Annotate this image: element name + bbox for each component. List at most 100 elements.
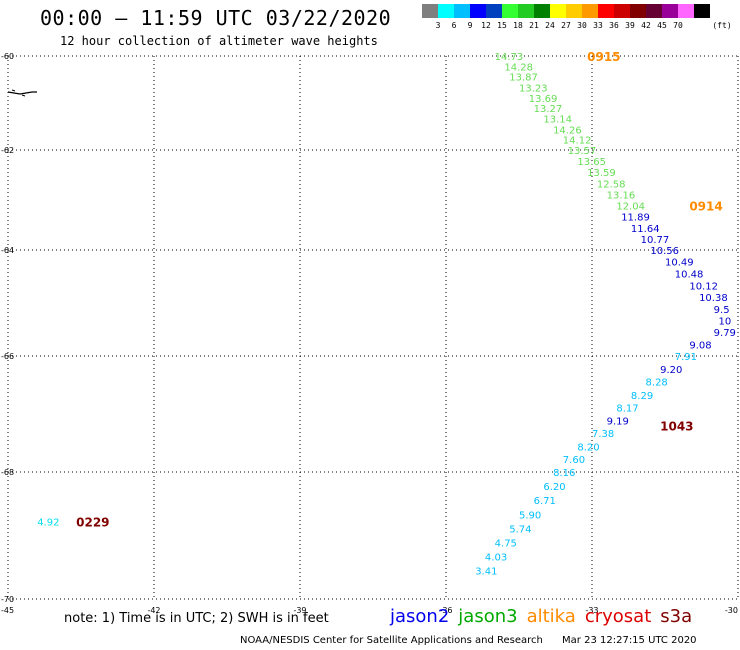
lat-tick-label: -66 [1, 352, 14, 361]
pass-time-label: 1043 [660, 420, 693, 434]
legend-swatch [598, 4, 614, 18]
wave-height-label: 8.16 [553, 468, 575, 479]
wave-height-label: 13.57 [568, 146, 597, 157]
wave-height-label: 11.64 [631, 224, 660, 235]
legend-label: 6 [451, 21, 457, 30]
legend-swatch [470, 4, 486, 18]
page-title: 00:00 – 11:59 UTC 03/22/2020 [40, 6, 392, 30]
lat-tick-label: -60 [1, 52, 14, 61]
legend-label: 27 [561, 21, 571, 30]
wave-height-label: 10 [719, 316, 732, 327]
wave-height-label: 9.19 [607, 416, 629, 427]
satellite-cryosat: cryosat [584, 606, 652, 627]
wave-height-label: 9.20 [660, 365, 682, 376]
wave-height-label: 14.73 [495, 52, 524, 63]
legend-label: 39 [625, 21, 635, 30]
footer-credit: NOAA/NESDIS Center for Satellite Applica… [240, 635, 697, 646]
wave-height-label: 7.91 [675, 352, 697, 363]
legend-swatch [566, 4, 582, 18]
lon-tick-label: -42 [147, 606, 160, 615]
legend-label: 30 [577, 21, 587, 30]
satellite-s3a: s3a [660, 606, 693, 627]
track-jason3-0915: 14.7314.2813.8713.2313.6913.2713.1414.26… [495, 50, 645, 213]
track-cryosat-1043: 9.087.91 9.20 8.28 8.29 8.179.19 7.38 8.20 7.60… [475, 340, 711, 577]
satellite-jason3: jason3 [458, 606, 518, 627]
wave-height-label: 10.38 [699, 293, 728, 304]
pass-time-label: 0914 [689, 200, 722, 214]
axis-tick-labels: -60 -62 -64 -66 -68 -70 -45 -42 -39 -36 -33 -30 [1, 52, 738, 615]
wave-height-label: 13.27 [534, 104, 563, 115]
legend-label: 42 [641, 21, 651, 30]
legend-swatch [614, 4, 630, 18]
legend-swatch [646, 4, 662, 18]
legend-swatch [486, 4, 502, 18]
wave-height-label: 12.04 [616, 202, 645, 213]
legend-label: 33 [593, 21, 603, 30]
wave-height-label: 13.59 [587, 168, 616, 179]
wave-height-label: 8.17 [616, 404, 638, 415]
legend-swatch [694, 4, 710, 18]
wave-height-label: 13.69 [529, 94, 558, 105]
lon-tick-label: -36 [439, 606, 452, 615]
wave-height-label: 9.5 [714, 305, 730, 316]
wave-height-label: 10.12 [689, 282, 718, 293]
wave-height-label: 4.03 [485, 552, 507, 563]
satellite-tracks: 14.7314.2813.8713.2313.6913.2713.1414.26… [37, 50, 736, 577]
legend-swatch [438, 4, 454, 18]
color-legend: 3 6 9 12 15 18 21 24 27 30 33 36 39 42 45 70 (ft) [422, 4, 732, 32]
legend-swatch [454, 4, 470, 18]
legend-label: 18 [513, 21, 523, 30]
page-subtitle: 12 hour collection of altimeter wave hei… [60, 34, 378, 48]
lat-tick-label: -62 [1, 146, 14, 155]
pass-time-label: 0915 [587, 50, 620, 64]
lon-tick-label: -33 [585, 606, 598, 615]
legend-label: 24 [545, 21, 555, 30]
wave-height-label: 13.65 [577, 157, 606, 168]
wave-height-label: 9.79 [714, 328, 736, 339]
lon-tick-label: -45 [1, 606, 14, 615]
legend-swatch [662, 4, 678, 18]
legend-swatch [582, 4, 598, 18]
legend-swatch [678, 4, 694, 18]
wave-height-label: 8.29 [631, 391, 653, 402]
wave-height-label: 4.92 [37, 518, 59, 529]
lat-tick-label: -68 [1, 468, 14, 477]
wave-height-label: 13.14 [543, 115, 572, 126]
legend-swatch [518, 4, 534, 18]
wave-height-label: 8.20 [577, 442, 599, 453]
legend-swatch [630, 4, 646, 18]
wave-height-label: 13.87 [509, 73, 538, 84]
legend-labels: 3 6 9 12 15 18 21 24 27 30 33 36 39 42 45 70 (ft) [422, 18, 732, 32]
wave-height-label: 10.49 [665, 258, 694, 269]
track-cryosat-0229: 4.92 0229 [37, 516, 109, 530]
wave-height-label: 4.75 [495, 538, 517, 549]
wave-height-label: 3.41 [475, 566, 497, 577]
wave-height-label: 11.89 [621, 213, 650, 224]
legend-label: 12 [481, 21, 491, 30]
satellite-altika: altika [526, 606, 576, 627]
lat-tick-label: -64 [1, 246, 14, 255]
wave-height-label: 10.56 [650, 246, 679, 257]
wave-height-label: 10.48 [675, 269, 704, 280]
legend-label: 21 [529, 21, 539, 30]
pass-time-label: 0229 [76, 516, 109, 530]
legend-label: 3 [435, 21, 441, 30]
wave-height-label: 7.38 [592, 429, 614, 440]
wave-height-label: 13.23 [519, 83, 548, 94]
wave-height-label: 6.71 [534, 496, 556, 507]
wave-height-label: 6.20 [543, 482, 565, 493]
legend-swatches [422, 4, 710, 18]
generated-timestamp: Mar 23 12:27:15 UTC 2020 [562, 635, 697, 646]
legend-swatch [534, 4, 550, 18]
footer-note: note: 1) Time is in UTC; 2) SWH is in fe… [64, 611, 329, 626]
legend-swatch [550, 4, 566, 18]
wave-height-label: 8.28 [646, 378, 668, 389]
island-coastline [7, 89, 37, 97]
wave-height-label: 5.74 [509, 525, 531, 536]
satellite-legend: jason2 jason3 altika cryosat s3a [390, 606, 701, 627]
legend-label: 9 [467, 21, 473, 30]
lat-tick-label: -70 [1, 595, 14, 604]
credit-text: NOAA/NESDIS Center for Satellite Applica… [240, 635, 543, 646]
wave-height-label: 10.77 [641, 235, 670, 246]
